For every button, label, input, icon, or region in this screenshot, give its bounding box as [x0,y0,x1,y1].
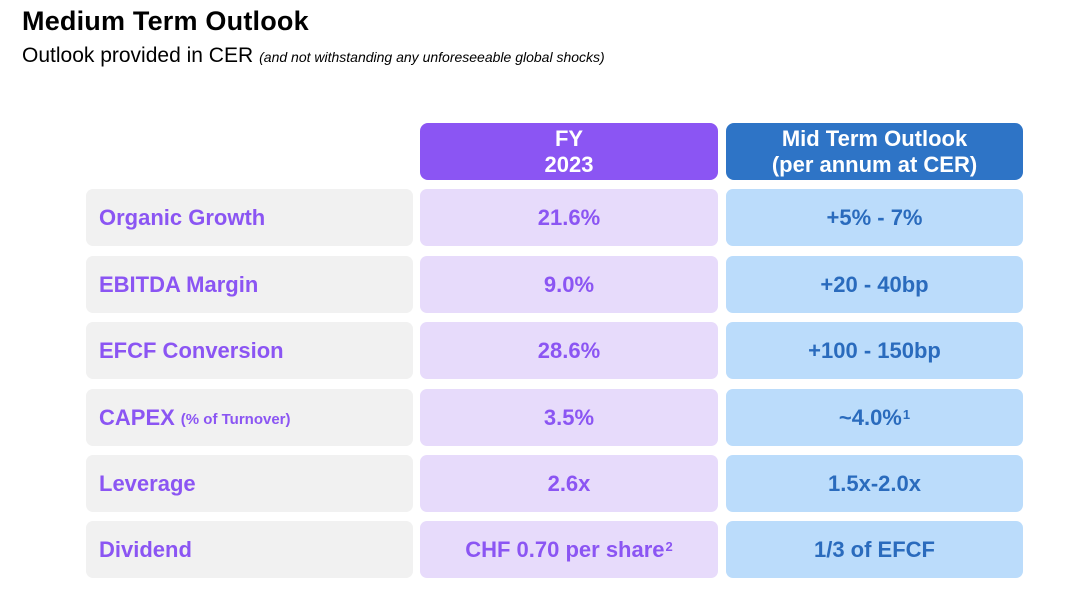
fy-value-cell: 2.6x [420,455,718,512]
row-label-cell: Dividend [86,521,413,578]
row-label-cell: CAPEX (% of Turnover) [86,389,413,446]
mid-term-value-cell: +100 - 150bp [726,322,1023,379]
page-title: Medium Term Outlook [22,6,309,36]
fy-value: 21.6% [537,204,601,230]
row-label: Organic Growth [99,204,266,230]
column-header-fy-line2: 2023 [544,151,594,177]
fy-value-cell: CHF 0.70 per share 2 [420,521,718,578]
fy-value: 2.6x [547,470,591,496]
row-label-note: (% of Turnover) [180,411,291,428]
row-label-cell: EBITDA Margin [86,256,413,313]
mid-term-value-cell: +20 - 40bp [726,256,1023,313]
mid-term-value-cell: ~4.0% 1 [726,389,1023,446]
column-header-mid-term-outlook: Mid Term Outlook (per annum at CER) [726,123,1023,180]
fy-value: CHF 0.70 per share [465,536,665,562]
mid-term-value-cell: 1.5x-2.0x [726,455,1023,512]
row-label-cell: EFCF Conversion [86,322,413,379]
fy-value-cell: 3.5% [420,389,718,446]
mid-term-value: 1/3 of EFCF [813,536,935,562]
table-row: EBITDA Margin 9.0% +20 - 40bp [0,256,1068,313]
table-row: Organic Growth 21.6% +5% - 7% [0,189,1068,246]
mid-term-value: +100 - 150bp [808,337,941,363]
mid-term-value: ~4.0% [838,404,902,430]
column-header-mid-line1: Mid Term Outlook [781,125,968,151]
row-label: EBITDA Margin [99,271,259,297]
fy-value: 3.5% [543,404,595,430]
table-row: EFCF Conversion 28.6% +100 - 150bp [0,322,1068,379]
fy-value-cell: 21.6% [420,189,718,246]
table-row: Dividend CHF 0.70 per share 2 1/3 of EFCF [0,521,1068,578]
column-header-fy-line1: FY [554,125,584,151]
mid-term-value: +20 - 40bp [820,271,929,297]
table-row: Leverage 2.6x 1.5x-2.0x [0,455,1068,512]
fy-value: 9.0% [543,271,595,297]
row-label: Leverage [99,470,196,496]
row-label: Dividend [99,536,192,562]
page-subtitle: Outlook provided in CER (and not withstan… [22,44,605,68]
mid-term-value: 1.5x-2.0x [828,470,921,496]
fy-value-cell: 9.0% [420,256,718,313]
subtitle-note: (and not withstanding any unforeseeable … [259,49,605,65]
row-label: EFCF Conversion [99,337,284,363]
row-label-cell: Organic Growth [86,189,413,246]
fy-value: 28.6% [537,337,601,363]
subtitle-text: Outlook provided in CER [22,44,254,67]
row-label: CAPEX [99,404,175,430]
mid-term-value: +5% - 7% [826,204,923,230]
mid-term-value-cell: 1/3 of EFCF [726,521,1023,578]
column-header-mid-line2: (per annum at CER) [771,151,978,177]
mid-term-value-cell: +5% - 7% [726,189,1023,246]
table-row: CAPEX (% of Turnover) 3.5% ~4.0% 1 [0,389,1068,446]
row-label-cell: Leverage [86,455,413,512]
fy-value-cell: 28.6% [420,322,718,379]
column-header-fy2023: FY 2023 [420,123,718,180]
